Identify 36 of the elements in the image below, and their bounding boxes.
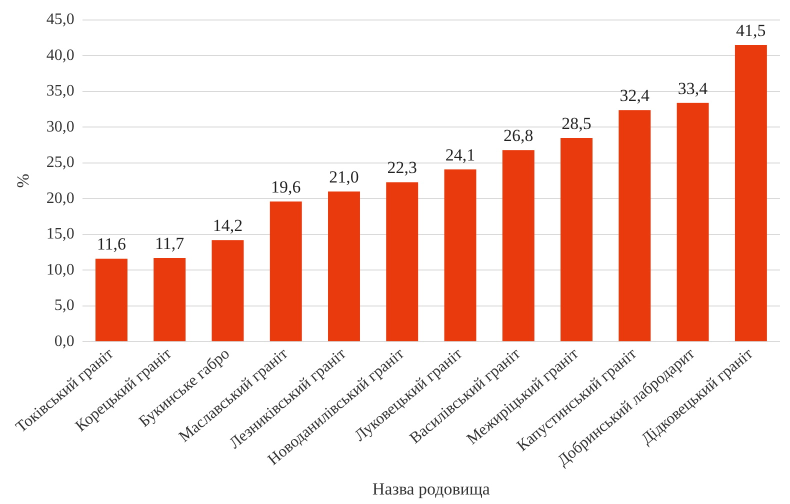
y-tick-label: 0,0 (54, 332, 74, 350)
bar (386, 182, 418, 342)
bar (444, 169, 476, 342)
data-label: 11,6 (96, 234, 126, 254)
bar (560, 138, 593, 342)
data-label: 26,8 (504, 126, 534, 146)
data-label: 28,5 (562, 114, 592, 133)
bar (270, 202, 302, 342)
y-tick-label: 5,0 (54, 297, 74, 314)
bar (618, 110, 651, 342)
data-label: 11,7 (155, 234, 185, 253)
bar (676, 102, 709, 342)
y-tick-label: 20,0 (46, 190, 74, 207)
data-label: 24,1 (445, 145, 476, 164)
y-tick-label: 45,0 (46, 11, 74, 28)
y-tick-label: 35,0 (46, 82, 74, 100)
bar (328, 192, 360, 342)
y-tick-label: 15,0 (46, 226, 74, 243)
data-label: 14,2 (212, 216, 243, 236)
y-tick-label: 25,0 (46, 154, 74, 172)
bar (154, 258, 186, 342)
data-label: 22,3 (387, 158, 418, 178)
data-label: 32,4 (620, 86, 650, 106)
y-axis-title: % (14, 174, 33, 188)
bar (95, 258, 128, 342)
data-label: 41,5 (736, 20, 766, 40)
y-tick-label: 10,0 (46, 261, 74, 278)
y-tick-label: 30,0 (46, 118, 74, 136)
x-axis-title: Назва родовища (372, 479, 490, 498)
bar (502, 150, 534, 342)
data-label: 21,0 (329, 168, 359, 187)
data-label: 33,4 (678, 78, 708, 98)
y-tick-label: 40,0 (46, 46, 74, 64)
bar (212, 240, 244, 342)
bar (734, 45, 767, 342)
data-label: 19,6 (270, 178, 301, 197)
